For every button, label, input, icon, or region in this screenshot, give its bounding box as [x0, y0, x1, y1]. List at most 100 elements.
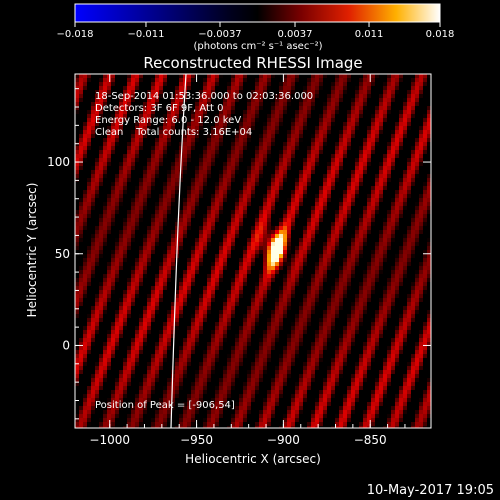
heatmap-cell [143, 274, 147, 278]
heatmap-cell [239, 214, 243, 218]
heatmap-cell [83, 270, 87, 274]
heatmap-cell [307, 146, 311, 150]
heatmap-cell [423, 398, 427, 402]
heatmap-cell [199, 162, 203, 166]
heatmap-cell [339, 266, 343, 270]
heatmap-cell [323, 122, 327, 126]
heatmap-cell [303, 178, 307, 182]
heatmap-cell [115, 178, 119, 182]
heatmap-cell [207, 74, 211, 78]
heatmap-cell [83, 138, 87, 142]
heatmap-cell [119, 194, 123, 198]
heatmap-cell [419, 334, 423, 338]
heatmap-cell [195, 314, 199, 318]
heatmap-cell [419, 210, 423, 214]
heatmap-cell [339, 414, 343, 418]
heatmap-cell [267, 258, 271, 262]
heatmap-cell [355, 166, 359, 170]
heatmap-cell [127, 370, 131, 374]
heatmap-cell [239, 426, 243, 428]
heatmap-cell [379, 306, 383, 310]
heatmap-cell [255, 314, 259, 318]
heatmap-cell [223, 186, 227, 190]
heatmap-cell [235, 138, 239, 142]
heatmap-cell [159, 342, 163, 346]
heatmap-cell [263, 162, 267, 166]
heatmap-cell [375, 310, 379, 314]
heatmap-cell [411, 222, 415, 226]
heatmap-cell [119, 302, 123, 306]
heatmap-cell [371, 426, 375, 428]
heatmap-cell [75, 298, 79, 302]
heatmap-cell [399, 414, 403, 418]
heatmap-cell [311, 158, 315, 162]
heatmap-cell [263, 142, 267, 146]
heatmap-cell [211, 150, 215, 154]
heatmap-cell [227, 106, 231, 110]
heatmap-cell [211, 334, 215, 338]
heatmap-cell [399, 410, 403, 414]
heatmap-cell [383, 370, 387, 374]
heatmap-cell [247, 390, 251, 394]
heatmap-cell [243, 354, 247, 358]
heatmap-cell [271, 322, 275, 326]
heatmap-cell [119, 382, 123, 386]
heatmap-cell [311, 90, 315, 94]
heatmap-cell [219, 74, 223, 78]
heatmap-cell [191, 254, 195, 258]
heatmap-cell [423, 338, 427, 342]
heatmap-cell [283, 298, 287, 302]
heatmap-cell [115, 190, 119, 194]
heatmap-cell [279, 250, 283, 254]
heatmap-cell [191, 326, 195, 330]
heatmap-cell [227, 394, 231, 398]
heatmap-cell [75, 426, 79, 428]
heatmap-cell [403, 390, 407, 394]
heatmap-cell [167, 406, 171, 410]
heatmap-cell [91, 198, 95, 202]
heatmap-cell [159, 158, 163, 162]
heatmap-cell [191, 138, 195, 142]
heatmap-cell [347, 202, 351, 206]
heatmap-cell [399, 342, 403, 346]
heatmap-cell [403, 330, 407, 334]
heatmap-cell [355, 246, 359, 250]
heatmap-cell [223, 334, 227, 338]
heatmap-cell [343, 122, 347, 126]
heatmap-cell [355, 122, 359, 126]
heatmap-cell [415, 282, 419, 286]
heatmap-cell [179, 94, 183, 98]
heatmap-cell [387, 354, 391, 358]
heatmap-cell [167, 138, 171, 142]
heatmap-cell [267, 82, 271, 86]
heatmap-cell [255, 178, 259, 182]
heatmap-cell [311, 234, 315, 238]
heatmap-cell [339, 294, 343, 298]
heatmap-cell [215, 114, 219, 118]
heatmap-cell [255, 378, 259, 382]
heatmap-cell [371, 358, 375, 362]
heatmap-cell [207, 230, 211, 234]
heatmap-cell [147, 94, 151, 98]
heatmap-cell [407, 390, 411, 394]
heatmap-cell [203, 318, 207, 322]
heatmap-cell [427, 334, 431, 338]
heatmap-cell [303, 194, 307, 198]
heatmap-cell [403, 266, 407, 270]
heatmap-cell [391, 214, 395, 218]
heatmap-cell [383, 246, 387, 250]
heatmap-cell [263, 426, 267, 428]
heatmap-cell [91, 166, 95, 170]
heatmap-cell [295, 202, 299, 206]
heatmap-cell [255, 426, 259, 428]
heatmap-cell [311, 410, 315, 414]
heatmap-cell [203, 390, 207, 394]
heatmap-cell [343, 326, 347, 330]
heatmap-cell [339, 206, 343, 210]
heatmap-cell [379, 258, 383, 262]
heatmap-cell [191, 390, 195, 394]
heatmap-cell [383, 226, 387, 230]
heatmap-cell [79, 294, 83, 298]
heatmap-cell [155, 138, 159, 142]
footer-date: 10-May-2017 19:05 [367, 483, 494, 498]
